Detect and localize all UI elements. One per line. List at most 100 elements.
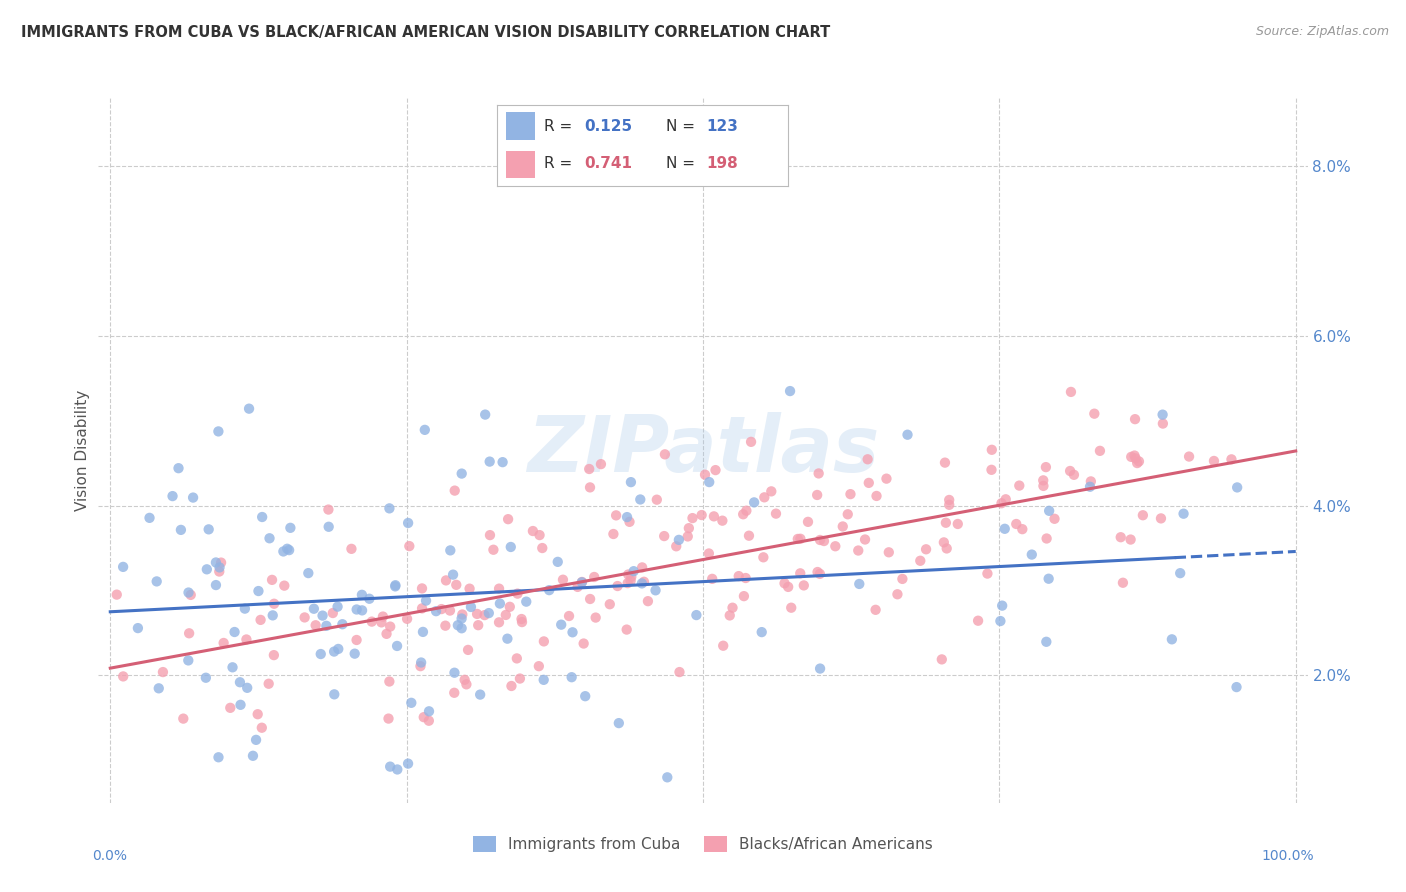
Point [891,572,914,586]
Point [789,566,811,581]
Point [179,626,201,640]
Point [858,475,880,490]
Point [460,599,482,614]
Point [195,562,218,576]
Point [413,423,436,437]
Point [734,571,756,585]
Point [180,588,202,602]
Point [824,539,846,553]
Point [778,580,800,594]
Point [434,618,457,632]
Point [853,533,876,547]
Point [932,535,955,549]
Point [607,716,630,731]
Point [170,523,193,537]
Point [690,508,713,522]
Point [616,623,638,637]
Point [797,515,820,529]
Point [738,529,761,543]
Point [533,673,555,687]
Point [628,492,651,507]
Point [499,540,522,554]
Point [375,627,398,641]
Point [273,579,295,593]
Point [676,529,699,543]
Point [572,636,595,650]
Text: Source: ZipAtlas.com: Source: ZipAtlas.com [1256,25,1389,38]
Point [1119,533,1142,547]
Point [322,606,344,620]
Point [652,529,675,543]
Point [1078,480,1101,494]
Point [865,603,887,617]
Point [1173,507,1195,521]
Point [496,632,519,646]
Point [1112,575,1135,590]
Point [529,528,551,542]
Point [1035,460,1057,475]
Point [789,532,811,546]
Point [359,591,381,606]
Point [371,609,394,624]
Point [194,671,217,685]
Point [350,588,373,602]
Point [478,606,501,620]
Point [105,588,128,602]
Point [167,461,190,475]
Text: ZIPatlas: ZIPatlas [527,412,879,489]
Point [558,609,581,624]
Point [250,510,273,524]
Point [409,659,432,673]
Point [967,614,990,628]
Point [489,597,512,611]
Point [682,511,704,525]
Point [197,522,219,536]
Point [205,556,228,570]
Point [259,531,281,545]
Point [994,492,1017,507]
Point [278,543,301,558]
Point [589,457,612,471]
Point [579,592,602,607]
Point [1178,450,1201,464]
Point [447,618,470,632]
Point [418,714,440,728]
Point [1220,452,1243,467]
Point [685,608,707,623]
Point [474,408,496,422]
Point [751,625,773,640]
Point [323,687,346,701]
Point [1038,572,1060,586]
Point [412,710,434,724]
Point [506,587,529,601]
Point [1060,384,1083,399]
Point [496,512,519,526]
Point [443,665,465,680]
Point [482,542,505,557]
Point [846,543,869,558]
Point [224,625,246,640]
Point [547,555,569,569]
Point [451,607,474,622]
Point [1123,412,1146,426]
Point [697,475,720,489]
Point [631,576,654,591]
Point [1128,454,1150,468]
Point [1150,511,1173,525]
Point [515,594,537,608]
Point [813,534,835,549]
Point [411,656,433,670]
Point [976,566,998,581]
Point [606,579,628,593]
Point [450,621,472,635]
Point [1032,479,1054,493]
Point [633,574,655,589]
Point [346,602,368,616]
Point [644,583,666,598]
Point [693,467,716,482]
Point [238,401,260,416]
Point [1021,548,1043,562]
Point [323,644,346,658]
Point [538,583,561,598]
Point [380,619,402,633]
